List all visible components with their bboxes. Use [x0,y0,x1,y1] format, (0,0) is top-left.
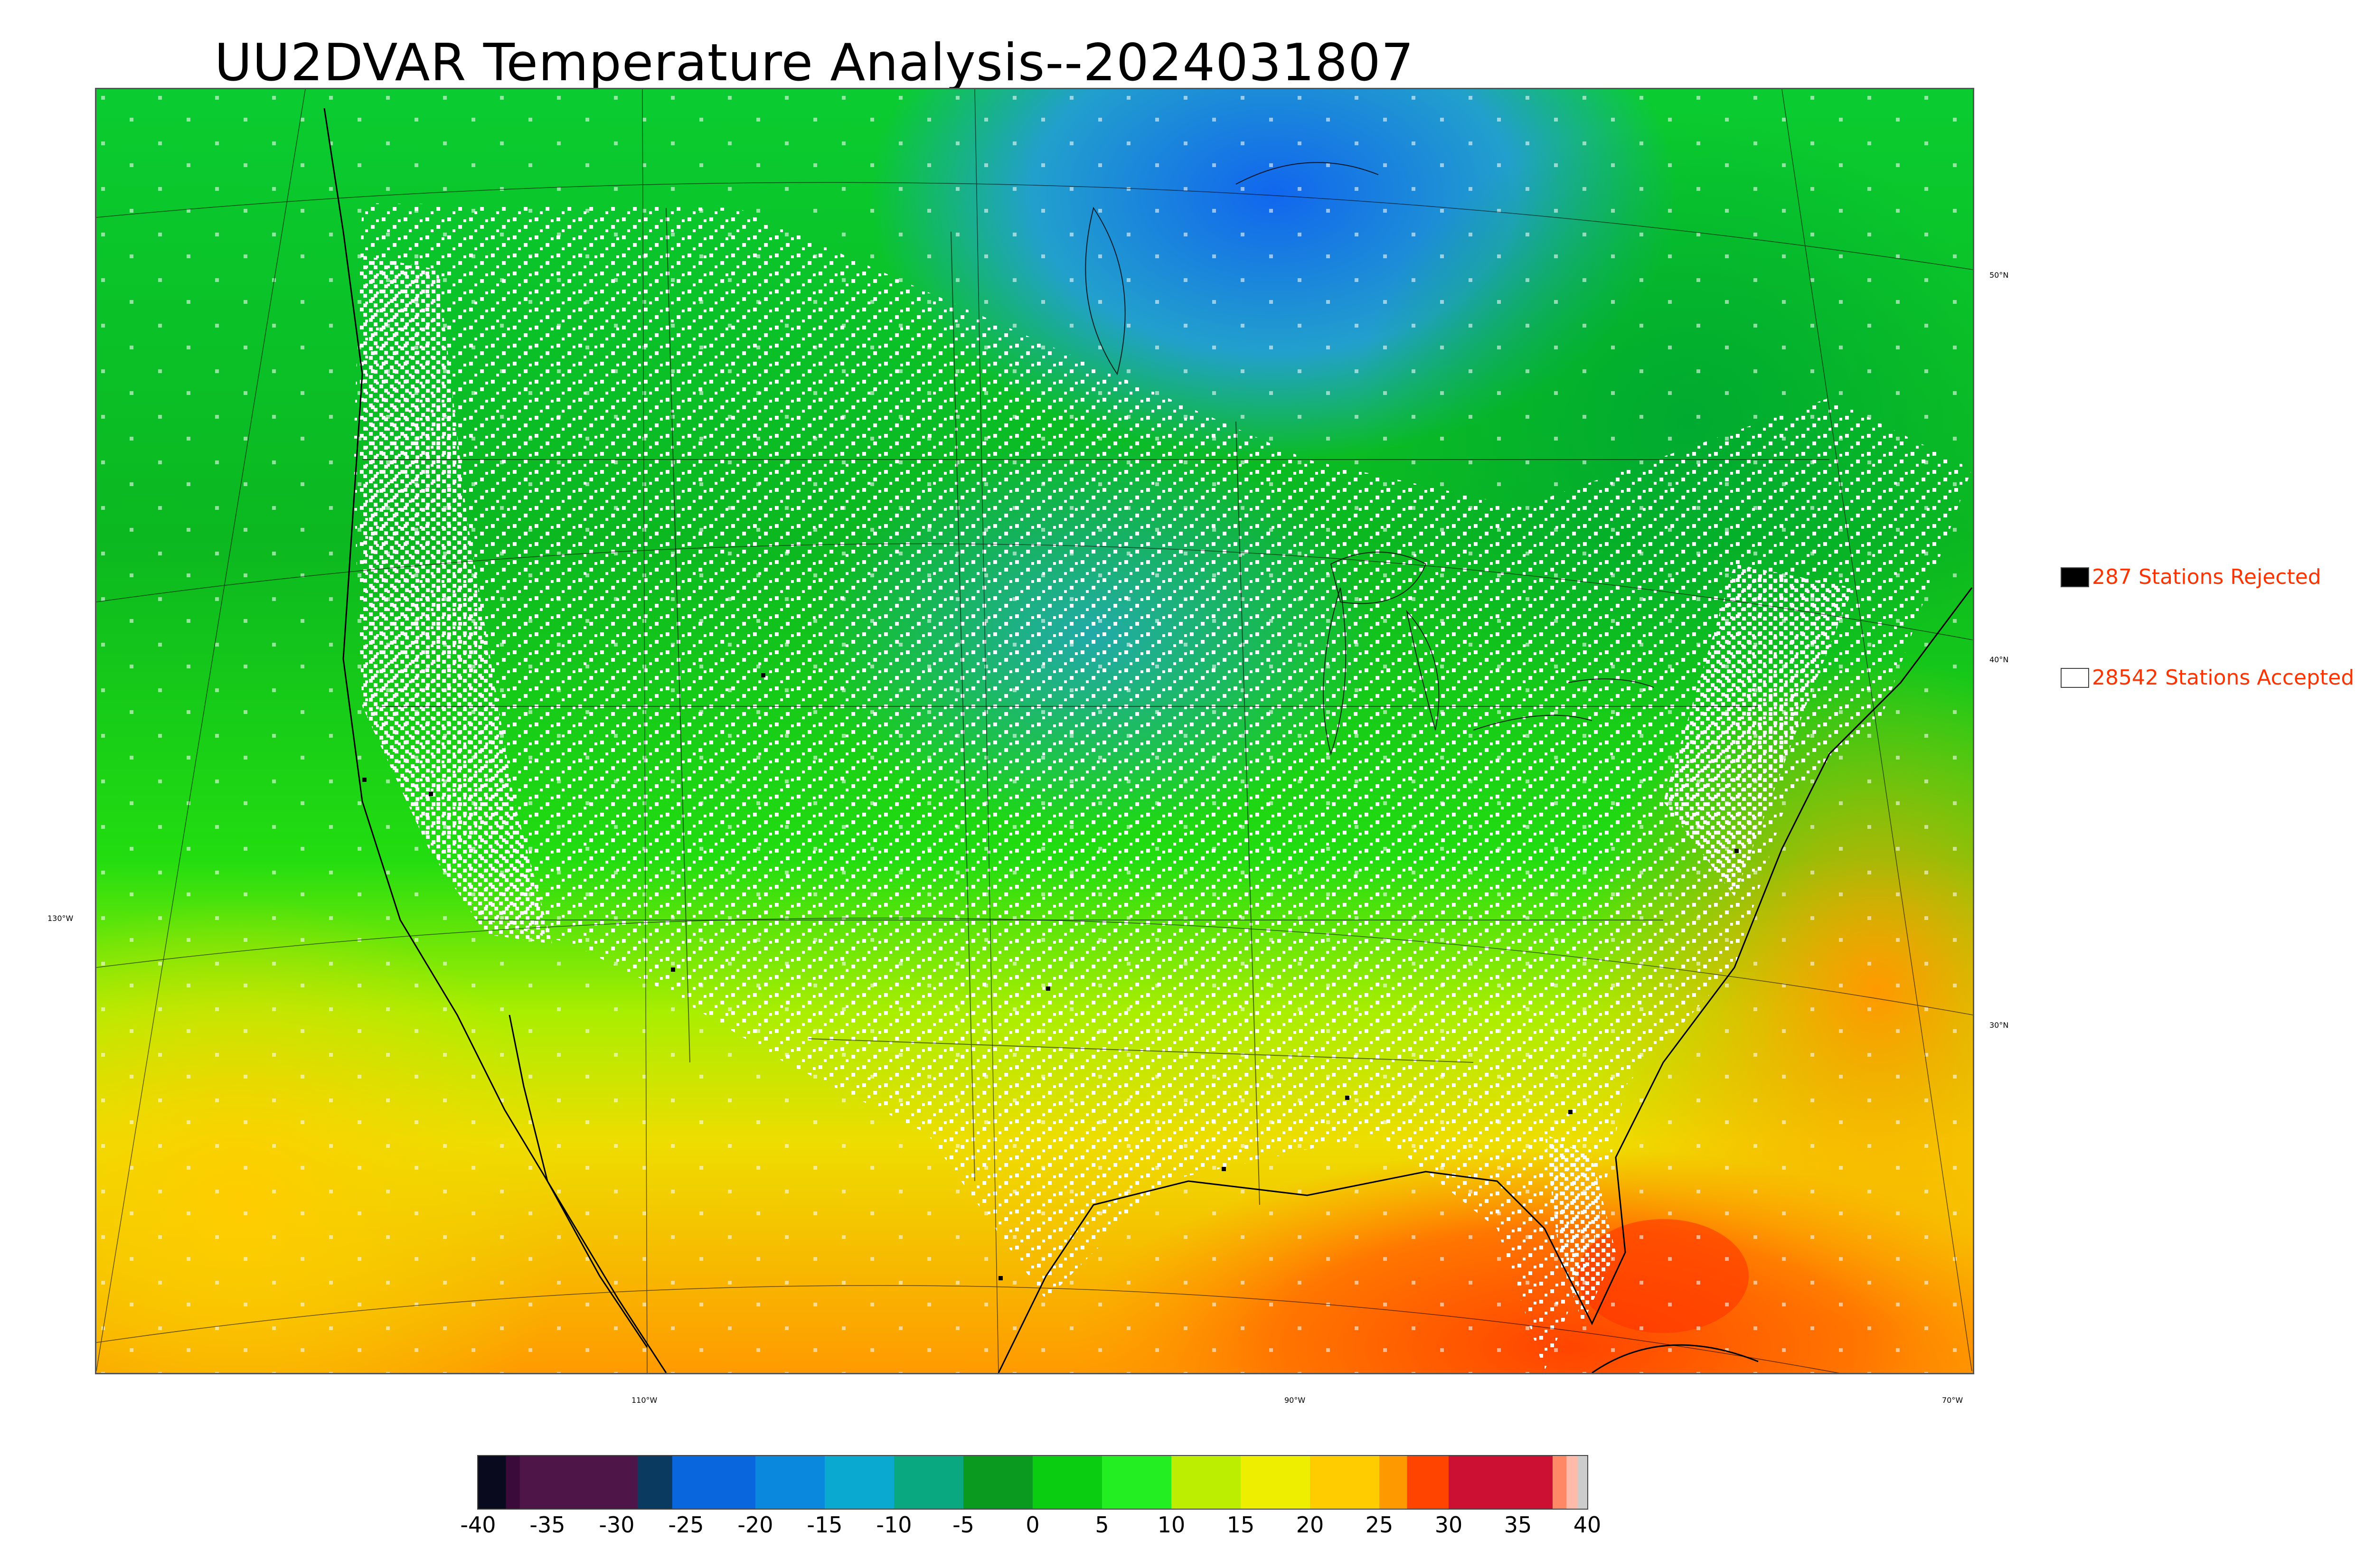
lon-label-90: 90°W [1284,1396,1306,1405]
colorbar-tick-label: 25 [1365,1512,1394,1538]
colorbar-segment [637,1456,673,1509]
state-borders [362,207,1829,1205]
colorbar-tick-label: -20 [737,1512,773,1538]
colorbar-tick-label: -5 [952,1512,974,1538]
coastlines [323,108,1973,1373]
colorbar-segment [1553,1456,1567,1509]
colorbar-tick-label: 35 [1504,1512,1532,1538]
lon-label-70: 70°W [1942,1396,1963,1405]
colorbar-segment [1379,1456,1407,1509]
legend-rejected: 287 Stations Rejected [2061,565,2321,589]
lon-label-110: 110°W [631,1396,658,1405]
colorbar-segment [1310,1456,1380,1509]
lat-label-40: 40°N [1989,655,2009,664]
colorbar-tick-label: 5 [1095,1512,1109,1538]
temperature-map [95,88,1974,1374]
colorbar-segment [519,1456,638,1509]
rejected-station-markers [362,673,1739,1280]
colorbar-segment [1577,1456,1588,1509]
colorbar-tick-label: 15 [1226,1512,1255,1538]
colorbar-tick-label: 10 [1157,1512,1186,1538]
legend-rejected-label: 287 Stations Rejected [2092,565,2321,589]
colorbar-segment [894,1456,964,1509]
colorbar-segment [506,1456,520,1509]
colorbar-segment [1033,1456,1102,1509]
colorbar-segment [1566,1456,1578,1509]
colorbar-segment [755,1456,825,1509]
colorbar-svg [478,1456,1588,1509]
colorbar-tick-label: -30 [599,1512,635,1538]
lon-label-130: 130°W [47,914,74,923]
colorbar-tick-label: -15 [807,1512,843,1538]
station-markers-sparse [96,89,1973,1373]
map-title: UU2DVAR Temperature Analysis--2024031807 [214,33,1414,93]
map-canvas [96,89,1973,1373]
colorbar-tick-label: 30 [1434,1512,1463,1538]
lat-label-50: 50°N [1989,271,2009,280]
colorbar-tick-label: -10 [876,1512,912,1538]
colorbar-segment [1102,1456,1172,1509]
lat-label-30: 30°N [1989,1021,2009,1030]
colorbar-segment [672,1456,756,1509]
colorbar-tick-label: 20 [1296,1512,1324,1538]
colorbar-segment [1449,1456,1553,1509]
colorbar-segment [825,1456,895,1509]
colorbar-tick-label: -25 [668,1512,704,1538]
accepted-swatch [2061,667,2089,688]
legend-accepted-label: 28542 Stations Accepted [2092,666,2355,690]
colorbar-tick-label: 0 [1026,1512,1040,1538]
colorbar-tick-label: 40 [1573,1512,1602,1538]
colorbar-segment [1241,1456,1310,1509]
legend-accepted: 28542 Stations Accepted [2061,666,2354,690]
colorbar-tick-label: -35 [529,1512,565,1538]
graticule [96,89,1973,1373]
colorbar-segment [963,1456,1033,1509]
great-lakes [1085,162,1654,756]
colorbar-segment [478,1456,506,1509]
colorbar-tick-label: -40 [460,1512,496,1538]
colorbar-segment [1171,1456,1241,1509]
rejected-swatch [2061,567,2089,587]
colorbar-segment [1407,1456,1449,1509]
temperature-colorbar [477,1455,1588,1510]
